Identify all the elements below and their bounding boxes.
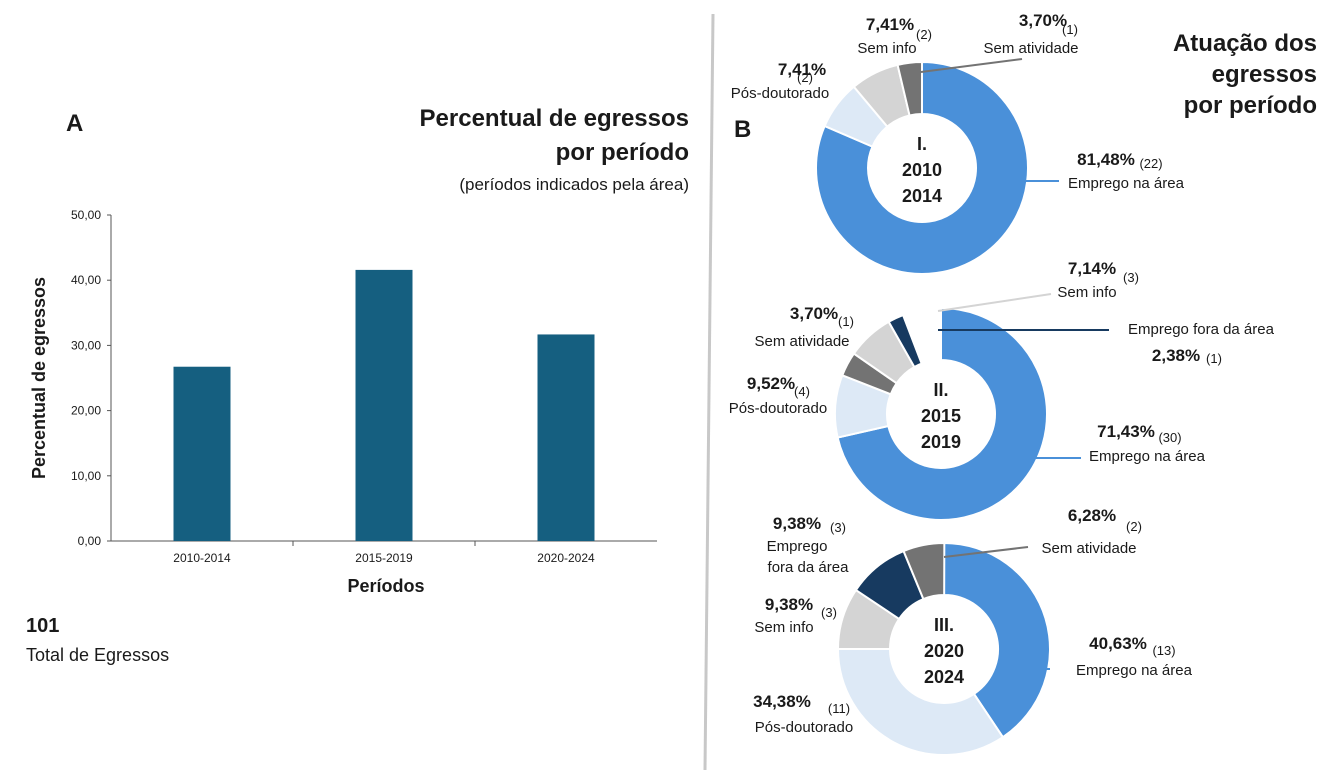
total-egressos-label: Total de Egressos [26, 645, 169, 665]
slice-percent-label: 81,48% [1077, 150, 1135, 169]
donut-slice-sem-atividade [896, 60, 923, 117]
slice-percent-label: 40,63% [1089, 634, 1147, 653]
slice-count-label: (1) [1206, 351, 1222, 366]
slice-count-label: (30) [1158, 430, 1181, 445]
slice-labels: 81,48% (22)Emprego na área7,41%(2)Pós-dou… [729, 11, 1275, 736]
donut-2: II. 2015 2019 [834, 306, 1048, 521]
leader-line [937, 293, 1052, 312]
bar-chart-title-line-1: Percentual de egressos [420, 105, 689, 132]
slice-category-label: Pós-doutorado [755, 719, 853, 736]
y-tick-label: 0,00 [78, 534, 102, 548]
slice-count-label: (2) [797, 70, 813, 85]
y-tick-label: 30,00 [71, 338, 101, 352]
panel-b: B Atuação dos egressos por período I. 201… [729, 11, 1317, 756]
slice-category-label: Pós-doutorado [731, 85, 829, 102]
donut-charts: I. 2010 2014 II. 2015 2019 III. 2020 2024 [815, 60, 1051, 756]
donut-center-label: 2014 [902, 186, 942, 206]
slice-percent-label: 7,14% [1068, 259, 1116, 278]
slice-count-label: (1) [1062, 22, 1078, 37]
slice-percent-label: 71,43% [1097, 422, 1155, 441]
donut-panel-title-line-3: por período [1184, 92, 1317, 119]
slice-count-label: (13) [1152, 643, 1175, 658]
slice-percent-label: 3,70% [790, 304, 838, 323]
slice-count-label: (2) [1126, 519, 1142, 534]
y-tick-label: 40,00 [71, 273, 101, 287]
donut-panel-title-line-2: egressos [1212, 61, 1317, 88]
slice-count-label: (3) [830, 520, 846, 535]
slice-percent-label: 34,38% [753, 692, 811, 711]
leader-line [920, 58, 1023, 73]
y-tick-label: 50,00 [71, 208, 101, 222]
bar-chart-title-line-2: por período [556, 139, 689, 166]
slice-percent-label: 7,41% [866, 15, 914, 34]
slice-count-label: (2) [916, 27, 932, 42]
slice-percent-label: 3,70% [1019, 11, 1067, 30]
x-tick-label: 2020-2024 [537, 551, 595, 565]
donut-center-label: I. [917, 134, 927, 154]
donut-slice-emprego-na-rea [943, 541, 1051, 739]
slice-percent-label: 9,38% [765, 595, 813, 614]
slice-category-label: Emprego na área [1068, 175, 1185, 192]
slice-percent-label: 7,41% [778, 60, 826, 79]
slice-category-label: Sem atividade [1041, 540, 1136, 557]
slice-percent-label: 2,38% [1152, 346, 1200, 365]
slice-count-label: (1) [838, 314, 854, 329]
donut-center-label: 2015 [921, 406, 961, 426]
slice-category-label: Sem info [1057, 284, 1116, 301]
donut-center-label: 2010 [902, 160, 942, 180]
total-egressos-value: 101 [26, 615, 59, 637]
y-tick-label: 10,00 [71, 469, 101, 483]
slice-percent-label: 6,28% [1068, 506, 1116, 525]
panel-divider [703, 13, 715, 771]
y-axis-title: Percentual de egressos [29, 277, 49, 479]
panel-a-letter: A [66, 110, 83, 137]
x-axis-title: Períodos [347, 576, 424, 596]
slice-category-label: Emprego na área [1076, 662, 1193, 679]
x-tick-label: 2015-2019 [355, 551, 413, 565]
slice-category-label: Sem atividade [983, 40, 1078, 57]
donut-center-label: 2019 [921, 432, 961, 452]
slice-category-label: Pós-doutorado [729, 400, 827, 417]
donut-center-label: 2020 [924, 641, 964, 661]
bar-2015-2019 [355, 269, 413, 541]
donut-slice-emprego-na-rea [815, 60, 1029, 275]
y-tick-labels: 0,00 10,00 20,00 30,00 40,00 50,00 [71, 208, 111, 548]
bar-chart-subtitle: (períodos indicados pela área) [459, 175, 689, 194]
donut-center-label: 2024 [924, 667, 964, 687]
x-tick-label: 2010-2014 [173, 551, 231, 565]
slice-percent-label: 9,38% [773, 514, 821, 533]
slice-percent-label: 9,52% [747, 374, 795, 393]
slice-category-label: Emprego na área [1089, 448, 1206, 465]
slice-category-label-cont: fora da área [768, 559, 850, 576]
y-axis: 0,00 10,00 20,00 30,00 40,00 50,00 [71, 208, 112, 548]
slice-category-label: Emprego fora da área [1128, 321, 1275, 338]
slice-count-label: (3) [1123, 270, 1139, 285]
slice-category-label: Emprego [767, 538, 828, 555]
donut-slice-emprego-na-rea [836, 306, 1048, 521]
donut-slice-emprego-fora-da-rea [887, 313, 923, 369]
bar-2020-2024 [537, 334, 595, 541]
slice-count-label: (4) [794, 384, 810, 399]
bar-2010-2014 [173, 366, 231, 541]
x-tick-labels: 2010-2014 2015-2019 2020-2024 [173, 541, 595, 565]
donut-panel-title-line-1: Atuação dos [1173, 30, 1317, 57]
slice-category-label: Sem info [857, 40, 916, 57]
donut-slice-sem-atividade [902, 542, 946, 601]
slice-count-label: (3) [821, 605, 837, 620]
slice-count-label: (22) [1139, 156, 1162, 171]
y-tick-label: 20,00 [71, 404, 101, 418]
donut-1: I. 2010 2014 [815, 60, 1029, 275]
slice-category-label: Sem info [754, 619, 813, 636]
panel-b-letter: B [734, 116, 751, 143]
bars [173, 269, 595, 541]
panel-a: A Percentual de egressos por período (pe… [26, 105, 689, 665]
slice-category-label: Sem atividade [754, 333, 849, 350]
leader-line [943, 546, 1029, 558]
donut-center-label: III. [934, 615, 954, 635]
donut-3: III. 2020 2024 [836, 541, 1051, 756]
donut-center-label: II. [933, 380, 948, 400]
slice-count-label: (11) [828, 701, 850, 716]
donut-slice-p-s-doutorado [836, 647, 1005, 756]
